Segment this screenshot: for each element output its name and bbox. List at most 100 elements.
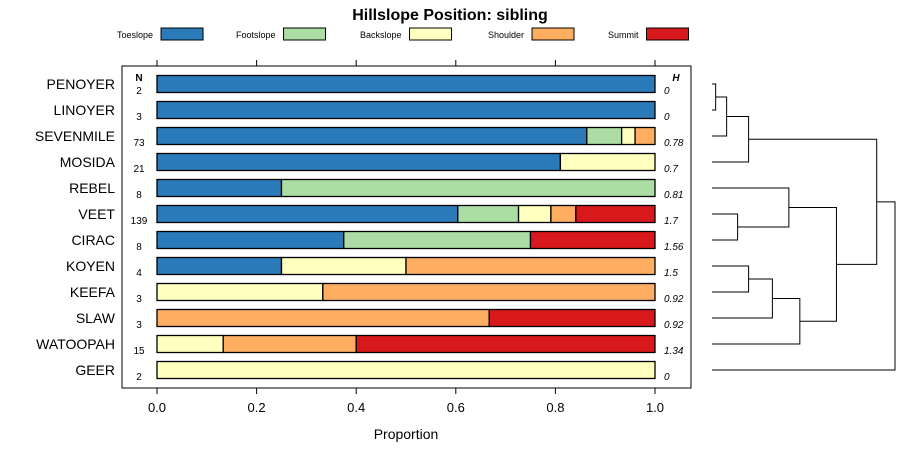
legend-swatch-shoulder bbox=[531, 27, 575, 41]
legend-swatch-backslope bbox=[409, 27, 453, 41]
bar-segment-backslope bbox=[559, 152, 656, 172]
bar-segment-backslope bbox=[620, 126, 636, 146]
legend-label-footslope: Footslope bbox=[236, 30, 276, 40]
bar-segment-summit bbox=[529, 230, 656, 250]
bar-segment-summit bbox=[575, 204, 656, 224]
h-label: 0.92 bbox=[664, 294, 684, 305]
row-label: WATOOPAH bbox=[36, 336, 115, 352]
bar-segment-backslope bbox=[156, 360, 656, 380]
count-label: 73 bbox=[133, 138, 145, 149]
count-label: 15 bbox=[133, 346, 145, 357]
row-label: SEVENMILE bbox=[35, 128, 115, 144]
bar-segment-shoulder bbox=[322, 282, 656, 302]
count-label: 2 bbox=[136, 86, 142, 97]
bar-segment-backslope bbox=[156, 334, 224, 354]
count-label: 8 bbox=[136, 242, 142, 253]
row-label: PENOYER bbox=[47, 76, 115, 92]
legend-swatch-summit bbox=[646, 27, 690, 41]
legend-swatch-toeslope bbox=[160, 27, 204, 41]
count-label: 3 bbox=[136, 294, 142, 305]
x-tick-label: 0.4 bbox=[347, 400, 365, 415]
count-label: 139 bbox=[131, 216, 148, 227]
bar-segment-toeslope bbox=[156, 178, 283, 198]
bar-segment-shoulder bbox=[634, 126, 656, 146]
row-label: KOYEN bbox=[66, 258, 115, 274]
bar-segment-shoulder bbox=[156, 308, 490, 328]
bar-segment-toeslope bbox=[156, 100, 656, 120]
h-label: 0.92 bbox=[664, 320, 684, 331]
h-label: 0.81 bbox=[664, 190, 683, 201]
dendrogram-branch bbox=[788, 207, 837, 322]
bar-segment-backslope bbox=[156, 282, 324, 302]
h-label: 1.5 bbox=[664, 268, 678, 279]
count-label: 21 bbox=[133, 164, 145, 175]
dendrogram-branch bbox=[712, 278, 773, 319]
row-label: GEER bbox=[75, 362, 115, 378]
x-tick-label: 0.6 bbox=[447, 400, 465, 415]
bar-segment-toeslope bbox=[156, 230, 345, 250]
bar-segment-summit bbox=[488, 308, 656, 328]
x-tick-label: 0.2 bbox=[248, 400, 266, 415]
x-axis-label: Proportion bbox=[374, 426, 439, 442]
row-label: CIRAC bbox=[71, 232, 115, 248]
bar-segment-toeslope bbox=[156, 256, 283, 276]
legend: Toeslope Footslope Backslope Shoulder Summit bbox=[117, 27, 690, 41]
h-label: 0.78 bbox=[664, 138, 684, 149]
row-label: KEEFA bbox=[70, 284, 116, 300]
row-label: VEET bbox=[78, 206, 115, 222]
bar-segment-summit bbox=[355, 334, 656, 354]
dendrogram-branch bbox=[712, 187, 790, 228]
bar-segment-footslope bbox=[586, 126, 623, 146]
row-labels: PENOYER LINOYER SEVENMILE MOSIDA REBEL VEET CI… bbox=[35, 76, 116, 378]
dendrogram-branch bbox=[712, 213, 739, 241]
legend-label-backslope: Backslope bbox=[360, 30, 402, 40]
bar-segment-toeslope bbox=[156, 152, 562, 172]
bar-segment-footslope bbox=[457, 204, 520, 224]
count-label: 2 bbox=[136, 372, 142, 383]
h-header: H bbox=[672, 73, 680, 84]
bar-segment-shoulder bbox=[405, 256, 656, 276]
dendrogram-branch bbox=[712, 96, 728, 137]
dendrogram-branch bbox=[712, 201, 896, 371]
h-label: 0 bbox=[664, 112, 670, 123]
dendrogram-branch bbox=[748, 138, 878, 265]
dendrogram-branch bbox=[712, 83, 717, 111]
bar-segment-toeslope bbox=[156, 74, 656, 94]
bars bbox=[156, 74, 656, 380]
n-header: N bbox=[135, 73, 142, 84]
row-label: SLAW bbox=[76, 310, 116, 326]
bar-segment-toeslope bbox=[156, 126, 588, 146]
bar-segment-shoulder bbox=[550, 204, 577, 224]
row-label: LINOYER bbox=[54, 102, 115, 118]
x-tick-label: 0.0 bbox=[148, 400, 166, 415]
row-label: REBEL bbox=[69, 180, 115, 196]
dendrogram-branch bbox=[712, 116, 750, 163]
h-label: 1.56 bbox=[664, 242, 684, 253]
count-label: 3 bbox=[136, 320, 142, 331]
dendrogram-branch bbox=[712, 298, 801, 345]
x-tick-label: 1.0 bbox=[646, 400, 664, 415]
x-axis: 0.0 0.2 0.4 0.6 0.8 1.0 bbox=[148, 60, 664, 415]
chart-title: Hillslope Position: sibling bbox=[352, 7, 548, 24]
h-label: 1.34 bbox=[664, 346, 684, 357]
h-label: 1.7 bbox=[664, 216, 678, 227]
h-labels: 0 0 0.78 0.7 0.81 1.7 1.56 1.5 0.92 0.92 1.34 0 bbox=[664, 86, 684, 383]
row-label: MOSIDA bbox=[60, 154, 116, 170]
bar-segment-toeslope bbox=[156, 204, 459, 224]
dendrogram bbox=[712, 83, 896, 371]
legend-swatch-footslope bbox=[283, 27, 327, 41]
plot-panel bbox=[121, 65, 692, 389]
bar-segment-backslope bbox=[517, 204, 552, 224]
legend-label-shoulder: Shoulder bbox=[488, 30, 524, 40]
count-labels: 2 3 73 21 8 139 8 4 3 3 15 2 bbox=[131, 86, 148, 383]
h-label: 0.7 bbox=[664, 164, 678, 175]
bar-segment-shoulder bbox=[222, 334, 357, 354]
bar-segment-footslope bbox=[343, 230, 532, 250]
count-label: 8 bbox=[136, 190, 142, 201]
legend-label-summit: Summit bbox=[608, 30, 639, 40]
x-tick-label: 0.8 bbox=[546, 400, 564, 415]
bar-segment-footslope bbox=[280, 178, 656, 198]
h-label: 0 bbox=[664, 86, 670, 97]
legend-label-toeslope: Toeslope bbox=[117, 30, 153, 40]
